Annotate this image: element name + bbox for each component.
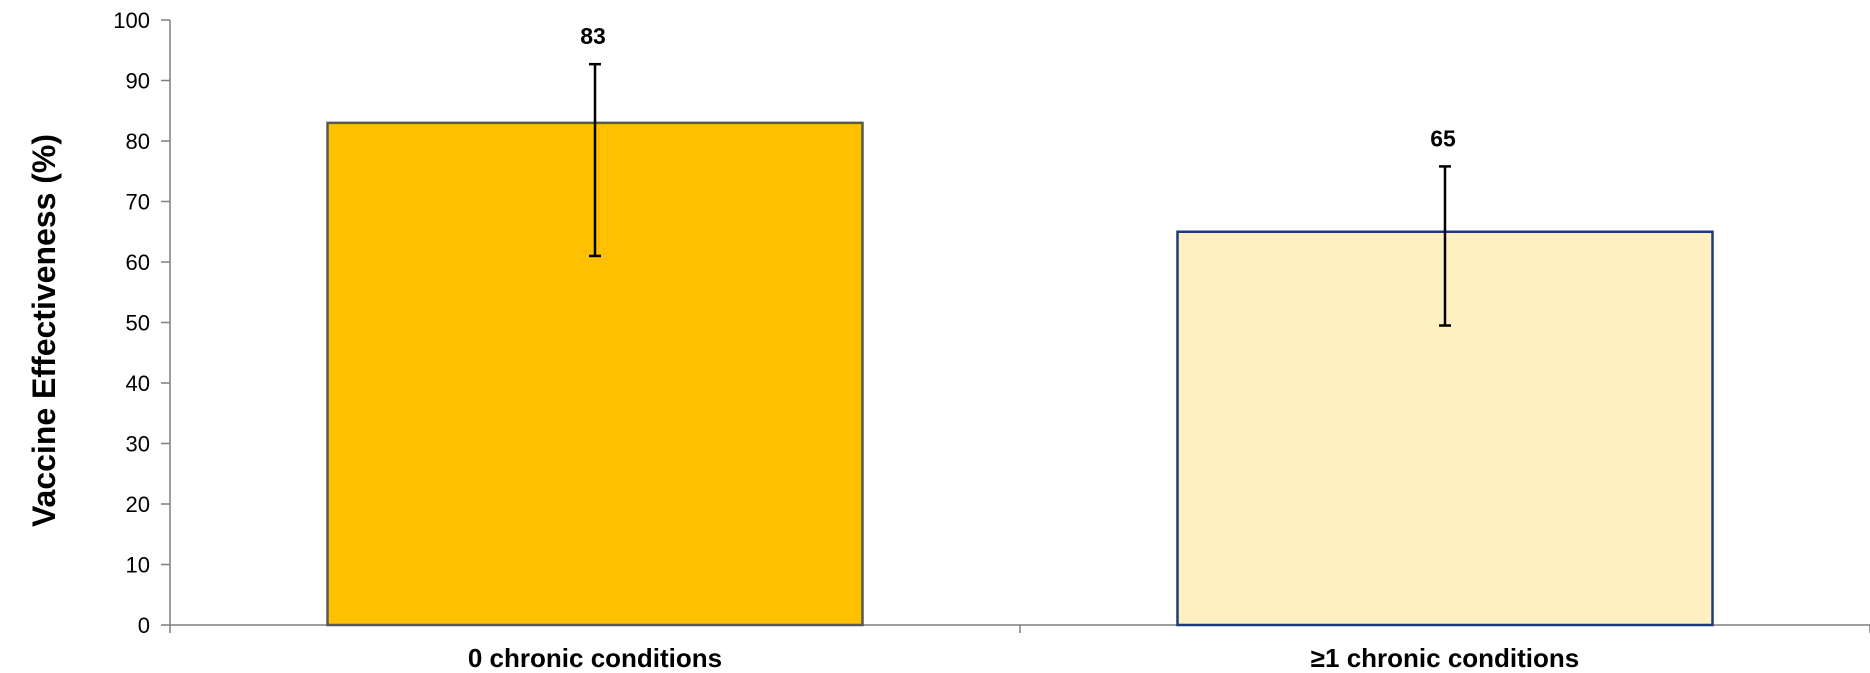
y-axis-title: Vaccine Effectiveness (%) [26,134,62,527]
x-category-label: ≥1 chronic conditions [1311,643,1580,673]
y-tick-label: 70 [126,190,150,215]
chart-labels: 83 0 chronic conditions 65 ≥1 chronic condi… [468,23,1579,673]
y-tick-label: 20 [126,492,150,517]
y-tick-label: 40 [126,371,150,396]
y-tick-label: 80 [126,129,150,154]
x-category-label: 0 chronic conditions [468,643,722,673]
data-label: 65 [1430,125,1456,151]
y-tick-label: 90 [126,69,150,94]
y-tick-label: 100 [113,8,150,33]
y-tick-label: 10 [126,553,150,578]
y-tick-label: 30 [126,432,150,457]
y-tick-label: 50 [126,311,150,336]
y-tick-label: 0 [138,613,150,638]
y-tick-label: 60 [126,250,150,275]
data-label: 83 [580,23,606,49]
chart-bars [326,121,1714,627]
chart-error-bars [589,62,1451,327]
